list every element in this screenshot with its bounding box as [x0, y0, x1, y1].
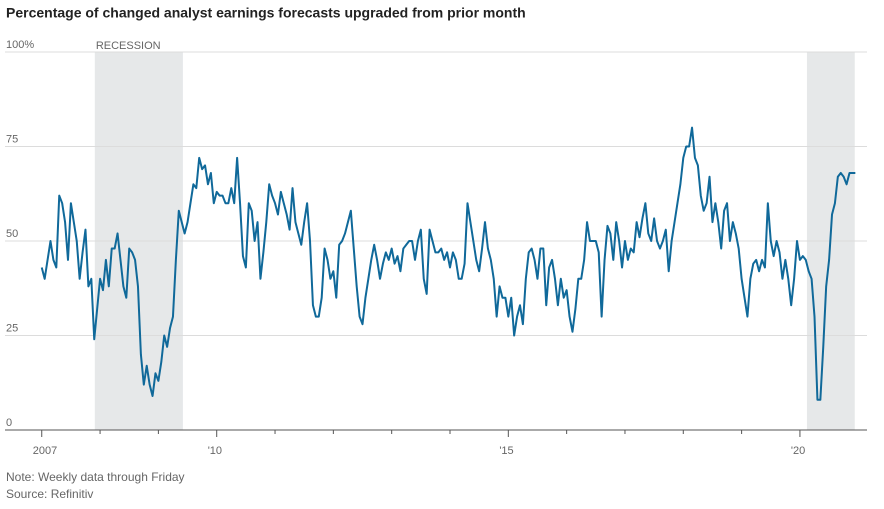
x-tick-label: '10 [208, 445, 222, 457]
chart-title: Percentage of changed analyst earnings f… [6, 5, 526, 21]
y-tick-label: 50 [6, 228, 18, 240]
data-line [40, 126, 856, 401]
x-tick-label: 2007 [33, 445, 57, 457]
y-tick-label: 75 [6, 133, 18, 145]
y-tick-label: 25 [6, 322, 18, 334]
shade-label: RECESSION [96, 40, 161, 52]
y-tick-label: 0 [6, 417, 12, 429]
y-tick-label: 100% [6, 39, 34, 51]
x-tick-label: '15 [499, 445, 513, 457]
x-tick-label: '20 [791, 445, 805, 457]
note: Note: Weekly data through Friday [6, 470, 185, 484]
source: Source: Refinitiv [6, 487, 93, 501]
